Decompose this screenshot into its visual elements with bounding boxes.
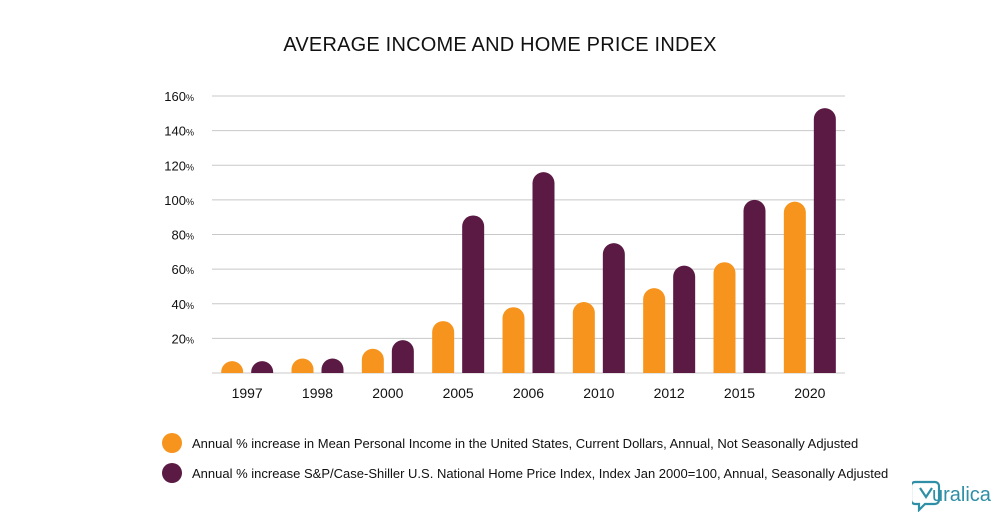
legend-item-home-price: Annual % increase S&P/Case-Shiller U.S. … xyxy=(162,462,888,484)
bar-home-price-2000 xyxy=(391,340,414,373)
y-tick-label: 80% xyxy=(172,228,194,243)
bar-home-price-2010 xyxy=(602,243,625,373)
y-tick-label: 20% xyxy=(172,331,194,346)
bar-home-price-2005 xyxy=(462,215,485,373)
bar-income-2010 xyxy=(572,302,595,373)
x-tick-label: 2010 xyxy=(583,385,614,401)
x-tick-label: 2020 xyxy=(794,385,825,401)
bar-income-2000 xyxy=(361,348,384,373)
bar-income-1997 xyxy=(221,361,244,373)
x-tick-label: 2015 xyxy=(724,385,755,401)
bar-home-price-1998 xyxy=(321,358,344,373)
logo-text: uralica xyxy=(932,484,991,506)
bar-income-2012 xyxy=(643,288,666,373)
legend-swatch-home-price xyxy=(162,463,182,483)
bar-income-2015 xyxy=(713,262,736,373)
x-tick-label: 2006 xyxy=(513,385,544,401)
y-tick-label: 100% xyxy=(164,193,194,208)
x-tick-label: 2012 xyxy=(654,385,685,401)
bar-home-price-2006 xyxy=(532,172,555,373)
bar-income-2005 xyxy=(432,321,455,373)
x-tick-label: 1997 xyxy=(232,385,263,401)
bar-home-price-2012 xyxy=(673,265,696,373)
chart-title: AVERAGE INCOME AND HOME PRICE INDEX xyxy=(283,34,717,56)
bar-home-price-2015 xyxy=(743,199,766,373)
legend: Annual % increase in Mean Personal Incom… xyxy=(162,432,888,492)
bar-income-2020 xyxy=(783,201,806,373)
bar-home-price-2020 xyxy=(813,108,836,374)
x-tick-label: 1998 xyxy=(302,385,333,401)
x-tick-label: 2000 xyxy=(372,385,403,401)
y-tick-label: 60% xyxy=(172,262,194,277)
y-tick-label: 160% xyxy=(164,89,194,104)
y-tick-label: 120% xyxy=(164,158,194,173)
bar-income-1998 xyxy=(291,358,314,373)
x-tick-label: 2005 xyxy=(443,385,474,401)
bar-income-2006 xyxy=(502,307,525,373)
legend-label-income: Annual % increase in Mean Personal Incom… xyxy=(192,435,859,451)
y-tick-label: 40% xyxy=(172,297,194,312)
legend-swatch-income xyxy=(162,433,182,453)
muralica-logo: uralica xyxy=(909,478,992,514)
legend-item-income: Annual % increase in Mean Personal Incom… xyxy=(162,432,888,454)
y-tick-label: 140% xyxy=(164,124,194,139)
legend-label-home-price: Annual % increase S&P/Case-Shiller U.S. … xyxy=(192,465,889,481)
bar-home-price-1997 xyxy=(251,361,274,373)
